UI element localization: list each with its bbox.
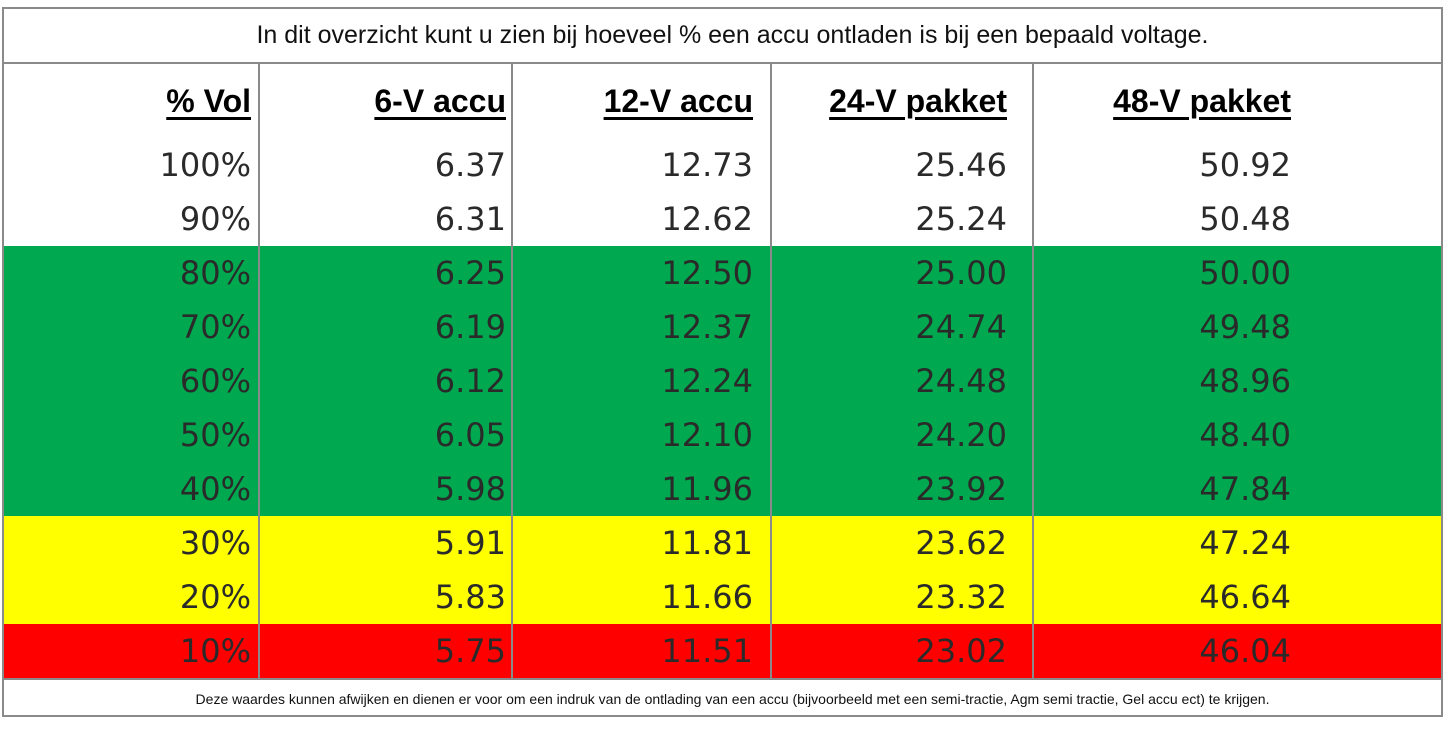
cell-voltage: 6.31: [434, 200, 506, 238]
table-frame: In dit overzicht kunt u zien bij hoeveel…: [2, 7, 1443, 717]
table-row: 70% 6.19 12.37 24.74 49.48: [4, 300, 1441, 354]
cell-voltage: 12.10: [661, 416, 753, 454]
table-row: 40% 5.98 11.96 23.92 47.84: [4, 462, 1441, 516]
cell-voltage: 23.32: [915, 578, 1007, 616]
header-48v-pakket: 48-V pakket: [1113, 82, 1291, 119]
cell-voltage: 6.37: [434, 146, 506, 184]
cell-voltage: 24.20: [915, 416, 1007, 454]
cell-voltage: 12.37: [661, 308, 753, 346]
cell-voltage: 6.05: [434, 416, 506, 454]
cell-voltage: 23.62: [915, 524, 1007, 562]
footer-note: Deze waardes kunnen afwijken en dienen e…: [4, 678, 1441, 717]
cell-voltage: 25.24: [915, 200, 1007, 238]
cell-voltage: 47.84: [1199, 470, 1291, 508]
cell-percent: 80%: [179, 254, 251, 292]
cell-voltage: 6.19: [434, 308, 506, 346]
cell-voltage: 6.12: [434, 362, 506, 400]
cell-voltage: 11.51: [661, 632, 753, 670]
page-title: In dit overzicht kunt u zien bij hoeveel…: [4, 9, 1441, 64]
header-6v-accu: 6-V accu: [374, 82, 506, 119]
cell-voltage: 24.74: [915, 308, 1007, 346]
cell-voltage: 11.81: [661, 524, 753, 562]
cell-voltage: 5.75: [434, 632, 506, 670]
cell-percent: 60%: [179, 362, 251, 400]
cell-voltage: 50.00: [1199, 254, 1291, 292]
cell-voltage: 46.04: [1199, 632, 1291, 670]
cell-voltage: 50.92: [1199, 146, 1291, 184]
column-divider: [258, 64, 260, 678]
cell-voltage: 23.02: [915, 632, 1007, 670]
cell-voltage: 11.96: [661, 470, 753, 508]
cell-voltage: 12.50: [661, 254, 753, 292]
cell-voltage: 6.25: [434, 254, 506, 292]
cell-percent: 90%: [179, 200, 251, 238]
table-row: 90% 6.31 12.62 25.24 50.48: [4, 192, 1441, 246]
cell-voltage: 11.66: [661, 578, 753, 616]
cell-percent: 20%: [179, 578, 251, 616]
header-percent-vol: % Vol: [166, 82, 251, 119]
cell-percent: 40%: [179, 470, 251, 508]
cell-voltage: 49.48: [1199, 308, 1291, 346]
header-24v-pakket: 24-V pakket: [829, 82, 1007, 119]
header-12v-accu: 12-V accu: [603, 82, 753, 119]
column-divider: [511, 64, 513, 678]
cell-percent: 70%: [179, 308, 251, 346]
voltage-table: % Vol 6-V accu 12-V accu 24-V pakket 48-…: [4, 64, 1441, 678]
table-row: 30% 5.91 11.81 23.62 47.24: [4, 516, 1441, 570]
cell-voltage: 5.91: [434, 524, 506, 562]
cell-voltage: 46.64: [1199, 578, 1291, 616]
cell-voltage: 25.00: [915, 254, 1007, 292]
table-row: 50% 6.05 12.10 24.20 48.40: [4, 408, 1441, 462]
cell-voltage: 47.24: [1199, 524, 1291, 562]
cell-voltage: 48.96: [1199, 362, 1291, 400]
cell-voltage: 5.98: [434, 470, 506, 508]
table-row: 20% 5.83 11.66 23.32 46.64: [4, 570, 1441, 624]
cell-percent: 30%: [179, 524, 251, 562]
table-header-row: % Vol 6-V accu 12-V accu 24-V pakket 48-…: [4, 64, 1441, 138]
cell-percent: 100%: [159, 146, 251, 184]
cell-voltage: 5.83: [434, 578, 506, 616]
table-row: 10% 5.75 11.51 23.02 46.04: [4, 624, 1441, 678]
cell-percent: 50%: [179, 416, 251, 454]
table-row: 80% 6.25 12.50 25.00 50.00: [4, 246, 1441, 300]
cell-voltage: 12.62: [661, 200, 753, 238]
cell-voltage: 23.92: [915, 470, 1007, 508]
cell-voltage: 50.48: [1199, 200, 1291, 238]
cell-voltage: 25.46: [915, 146, 1007, 184]
cell-percent: 10%: [179, 632, 251, 670]
cell-voltage: 48.40: [1199, 416, 1291, 454]
table-row: 60% 6.12 12.24 24.48 48.96: [4, 354, 1441, 408]
column-divider: [1032, 64, 1034, 678]
table-row: 100% 6.37 12.73 25.46 50.92: [4, 138, 1441, 192]
cell-voltage: 24.48: [915, 362, 1007, 400]
cell-voltage: 12.24: [661, 362, 753, 400]
cell-voltage: 12.73: [661, 146, 753, 184]
column-divider: [770, 64, 772, 678]
